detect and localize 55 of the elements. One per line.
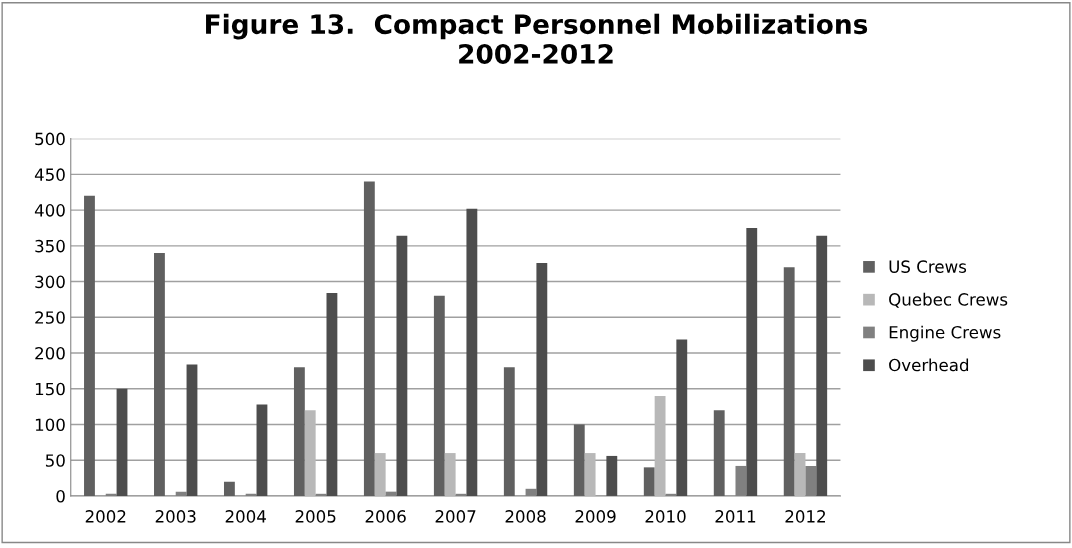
bar [186, 364, 198, 496]
y-tick-label: 200 [35, 346, 65, 360]
bar [444, 453, 456, 496]
x-tick-label: 2006 [365, 510, 406, 523]
bar [654, 395, 666, 496]
bar [154, 252, 165, 496]
bar [643, 467, 655, 496]
bar [466, 208, 478, 496]
x-tick-label: 2008 [505, 510, 546, 523]
x-tick-label: 2009 [575, 510, 616, 523]
bar [584, 453, 596, 496]
bar [326, 293, 338, 496]
bar [223, 481, 235, 496]
y-tick-label: 300 [35, 275, 65, 289]
bar [746, 227, 758, 496]
chart-title: Figure 13. Compact Personnel Mobilizations 2002-2012 [206, 13, 868, 64]
bar [374, 453, 386, 496]
legend-label: Engine Crews [889, 325, 1001, 342]
bar [363, 181, 375, 496]
bar [433, 295, 445, 496]
y-tick-label: 0 [56, 489, 65, 503]
y-tick-label: 250 [35, 311, 65, 324]
y-tick-label: 50 [45, 454, 65, 467]
x-tick-label: 2010 [645, 510, 686, 523]
x-tick-label: 2002 [85, 510, 126, 523]
legend-label: Quebec Crews [889, 292, 1008, 308]
bar [396, 235, 408, 496]
y-tick-label: 400 [34, 204, 65, 217]
x-tick-label: 2004 [225, 510, 266, 523]
bar [573, 424, 585, 496]
bar [503, 367, 515, 496]
bar [293, 367, 305, 496]
x-tick-label: 2011 [715, 510, 756, 523]
legend-label: Overhead [889, 358, 969, 372]
bar [536, 262, 548, 496]
bar [304, 410, 316, 496]
bar [794, 453, 806, 496]
bar [116, 388, 128, 496]
y-tick-label: 450 [34, 168, 65, 181]
y-tick-label: 350 [35, 239, 65, 253]
bar [816, 235, 828, 496]
bar [713, 410, 725, 496]
x-tick-label: 2005 [295, 510, 336, 523]
bar [783, 267, 795, 496]
bar [676, 339, 688, 496]
y-tick-label: 500 [35, 132, 65, 146]
x-tick-label: 2003 [155, 510, 196, 523]
bar [84, 195, 95, 496]
bar [606, 455, 618, 496]
y-tick-label: 150 [35, 382, 65, 396]
y-tick-label: 100 [35, 418, 65, 432]
x-tick-label: 2012 [785, 510, 825, 523]
legend-label: US Crews [889, 260, 967, 273]
x-tick-label: 2007 [435, 510, 476, 523]
bar [256, 404, 268, 496]
